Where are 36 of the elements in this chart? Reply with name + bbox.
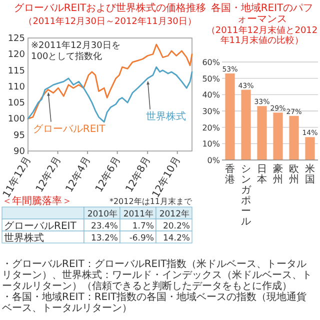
x-tick-label: 12年6月	[92, 154, 123, 194]
text: *2012年は11月末まで	[109, 197, 193, 206]
y-tick-label: 40%	[202, 90, 220, 100]
chart-subtitle: （2011年12月末値と2012年11月末値の比較）	[206, 25, 318, 46]
x-tick-label: 12年4月	[63, 154, 94, 194]
chart-subtitle: （2011年12月30日～2012年11月30日）	[24, 16, 196, 27]
x-tick-label: 豪州	[273, 163, 283, 186]
x-tick-label: 米国	[305, 163, 315, 186]
y-tick-label: 20%	[202, 123, 220, 132]
y-tick-label: 105	[8, 98, 25, 109]
y-tick-label: 90	[14, 147, 26, 157]
y-tick-label: 95	[14, 130, 25, 141]
y-tick-label: 125	[8, 34, 25, 44]
x-tick-label: 香港	[225, 163, 235, 186]
x-tick-label: 12年8月	[123, 154, 154, 194]
table: 2010年 2011年 2012年 グローバルREIT 23.4% 1.7% 20.2% 世界株式 13.2% -6.9% 14.2%	[2, 206, 192, 244]
y-tick-label: 0%	[207, 156, 220, 165]
y-tick-label: 100	[8, 114, 26, 125]
y-tick-label: 110	[8, 82, 26, 92]
x-tick-label: 日本	[257, 164, 267, 186]
chart-title: グローバルREITおよび世界株式の価格推移	[14, 2, 206, 14]
x-tick-label: シンガポール	[241, 164, 252, 228]
y-tick-label: 30%	[202, 107, 220, 116]
y-tick-label: 115	[8, 66, 25, 76]
y-tick-label: 10%	[202, 140, 220, 149]
y-tick-label: 60%	[202, 58, 220, 67]
text: 世界株式	[146, 110, 186, 122]
series-label: グローバルREIT	[32, 124, 106, 135]
y-tick-label: 50%	[202, 74, 220, 84]
text: ・グローバルREIT：グローバルREIT指数（米ドルベース、トータルリターン）、世界株式：ワールド・インデックス（米ドルベース、トータルリターン）（信頼できると判断したデータをもとに作成）	[2, 258, 312, 292]
x-tick-label: 欧州	[289, 164, 299, 186]
x-tick-label: 12年2月	[33, 154, 64, 194]
text: ・各国・地域REIT：REIT指数の各国・地域ベースの指数（現地通貨ベース、トータルリターン）	[2, 291, 307, 314]
chart-title: 各国・地域REITのパフォーマンス	[210, 2, 314, 25]
annotation: ※2011年12月30日を100として指数化	[31, 40, 120, 62]
y-tick-label: 120	[8, 50, 26, 60]
